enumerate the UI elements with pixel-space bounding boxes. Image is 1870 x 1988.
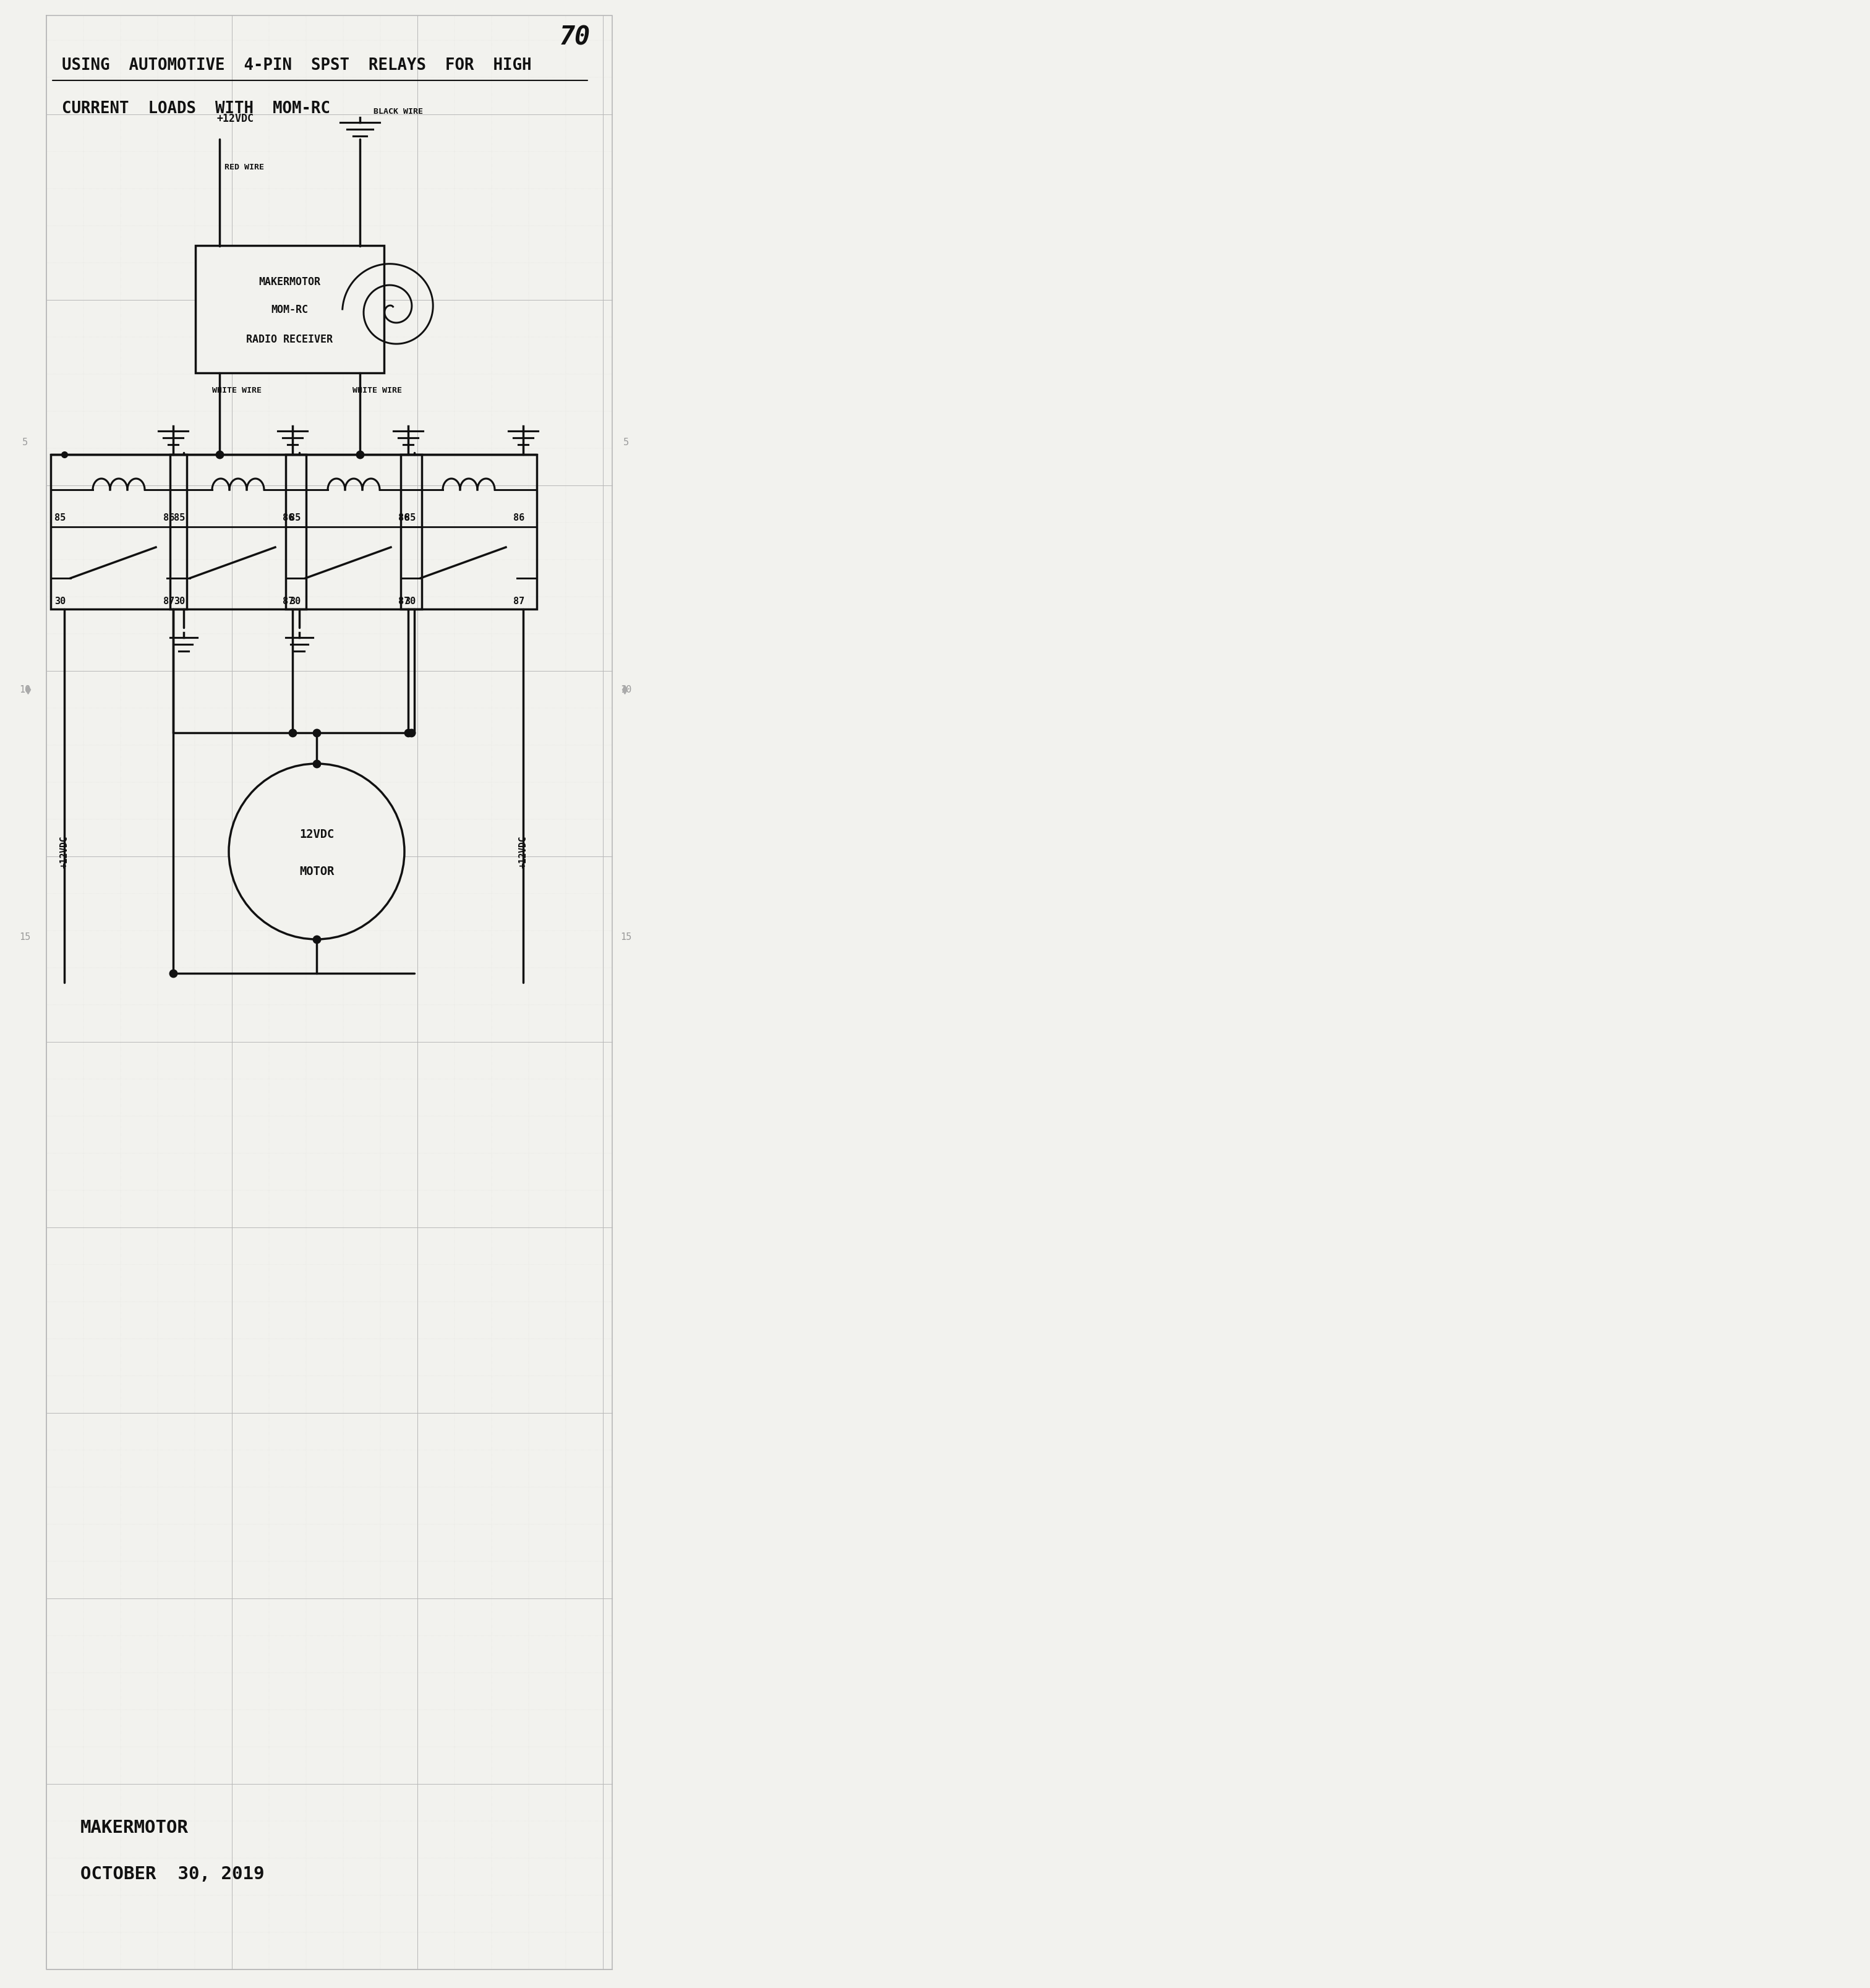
Text: 85: 85	[54, 513, 65, 523]
Text: 86: 86	[398, 513, 410, 523]
Text: WHITE WIRE: WHITE WIRE	[211, 386, 262, 396]
Text: 30: 30	[290, 596, 301, 606]
Text: 86: 86	[282, 513, 294, 523]
Circle shape	[228, 763, 404, 940]
Text: 30: 30	[54, 596, 65, 606]
Text: 30: 30	[174, 596, 185, 606]
Text: USING  AUTOMOTIVE  4-PIN  SPST  RELAYS  FOR  HIGH: USING AUTOMOTIVE 4-PIN SPST RELAYS FOR H…	[62, 58, 531, 74]
Text: 5: 5	[22, 437, 28, 447]
Text: OCTOBER  30, 2019: OCTOBER 30, 2019	[80, 1865, 264, 1883]
Text: 10: 10	[621, 686, 632, 694]
Text: 85: 85	[404, 513, 415, 523]
Bar	[194, 247, 383, 374]
Text: 86: 86	[512, 513, 525, 523]
Text: +12VDC: +12VDC	[217, 113, 254, 123]
Text: 86: 86	[163, 513, 174, 523]
Text: 15: 15	[19, 932, 30, 942]
Text: 85: 85	[174, 513, 185, 523]
Text: 10: 10	[19, 686, 30, 694]
Text: 87: 87	[282, 596, 294, 606]
Text: 87: 87	[163, 596, 174, 606]
Text: MOM-RC: MOM-RC	[271, 304, 309, 316]
Text: 15: 15	[621, 932, 632, 942]
Text: 87: 87	[512, 596, 525, 606]
Text: BLACK WIRE: BLACK WIRE	[374, 107, 423, 115]
Text: RED WIRE: RED WIRE	[224, 163, 264, 171]
Text: +12VDC: +12VDC	[60, 835, 69, 869]
Bar	[170, 455, 307, 610]
Text: MAKERMOTOR: MAKERMOTOR	[258, 276, 320, 288]
Text: 30: 30	[404, 596, 415, 606]
Text: 70: 70	[559, 24, 591, 50]
Bar	[50, 455, 187, 610]
Bar	[286, 455, 423, 610]
Text: MAKERMOTOR: MAKERMOTOR	[80, 1819, 189, 1837]
Bar	[400, 455, 537, 610]
Text: CURRENT  LOADS  WITH  MOM-RC: CURRENT LOADS WITH MOM-RC	[62, 101, 331, 117]
Text: RADIO RECEIVER: RADIO RECEIVER	[247, 334, 333, 346]
Text: 87: 87	[398, 596, 410, 606]
Text: 12VDC: 12VDC	[299, 829, 335, 841]
Text: 85: 85	[290, 513, 301, 523]
Text: 5: 5	[623, 437, 628, 447]
Text: MOTOR: MOTOR	[299, 865, 335, 877]
Text: WHITE WIRE: WHITE WIRE	[352, 386, 402, 396]
Text: +12VDC: +12VDC	[518, 835, 527, 869]
